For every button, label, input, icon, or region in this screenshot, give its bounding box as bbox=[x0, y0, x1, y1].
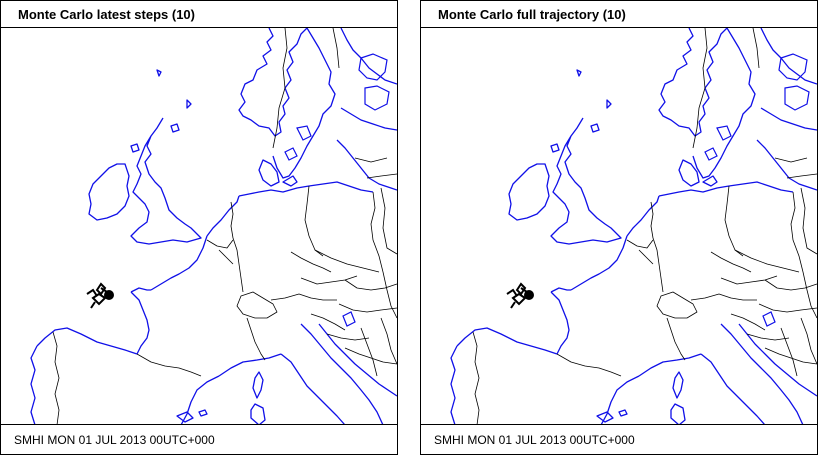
panel-title: Monte Carlo full trajectory (10) bbox=[421, 1, 817, 28]
map-panel-full-trajectory: Monte Carlo full trajectory (10) SMHI MO… bbox=[420, 0, 818, 455]
europe-map bbox=[450, 28, 817, 425]
map-canvas bbox=[421, 28, 817, 425]
map-panel-latest-steps: Monte Carlo latest steps (10) SMHI MON 0… bbox=[0, 0, 398, 455]
panel-footer-timestamp: SMHI MON 01 JUL 2013 00UTC+000 bbox=[1, 424, 397, 454]
panel-footer-timestamp: SMHI MON 01 JUL 2013 00UTC+000 bbox=[421, 424, 817, 454]
europe-map bbox=[30, 28, 397, 425]
map-canvas bbox=[1, 28, 397, 425]
panel-title: Monte Carlo latest steps (10) bbox=[1, 1, 397, 28]
